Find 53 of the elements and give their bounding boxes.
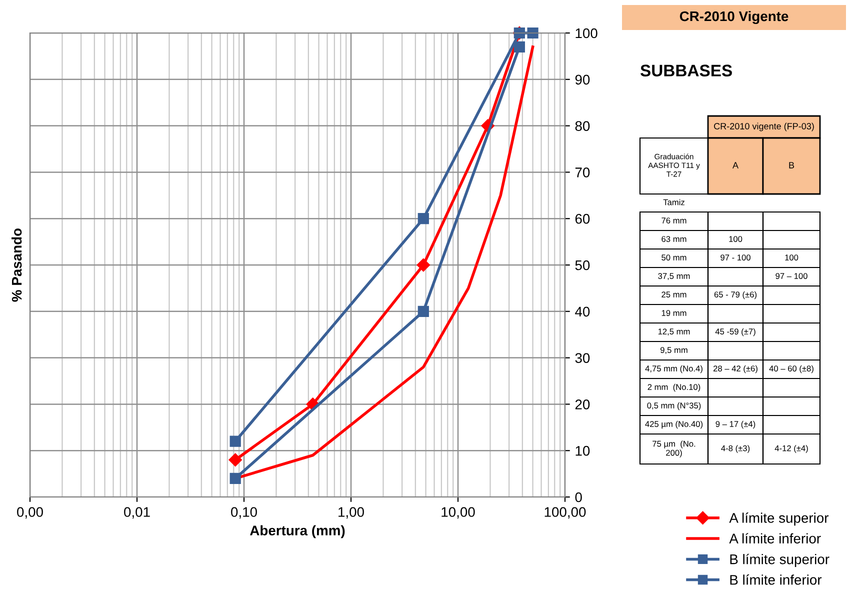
category-label: 9,5 mm bbox=[660, 347, 688, 354]
text: 4-12 (±4) bbox=[774, 445, 808, 453]
category-label: 425 µm (No.40) bbox=[645, 420, 703, 429]
text: 9 – 17 (±4) bbox=[716, 420, 756, 429]
legend-label: A límite inferior bbox=[729, 533, 821, 544]
category-label: 75 µm (No. 200) bbox=[652, 440, 696, 458]
text: 45 -59 (±7) bbox=[715, 328, 756, 336]
y-tick-label: 10 bbox=[576, 446, 590, 456]
y-tick-label: 90 bbox=[575, 74, 590, 85]
y-tick-label: 80 bbox=[575, 121, 590, 131]
category-label: 12,5 mm bbox=[658, 328, 690, 336]
y-tick-label: 0 bbox=[575, 492, 582, 502]
text: SUBBASES bbox=[640, 64, 732, 76]
category-label: 37,5 mm bbox=[658, 273, 690, 280]
x-tick-label: 0,00 bbox=[17, 507, 43, 519]
x-tick-label: 0,01 bbox=[124, 507, 150, 519]
category-label: 25 mm bbox=[662, 292, 686, 298]
legend-label: B límite inferior bbox=[730, 574, 822, 585]
y-tick-label: 30 bbox=[575, 353, 590, 363]
category-label: 2 mm (No.10) bbox=[648, 384, 700, 392]
y-tick-label: 100 bbox=[576, 28, 598, 38]
y-tick-label: 40 bbox=[575, 306, 590, 317]
category-label: A bbox=[732, 162, 738, 168]
legend-label: A límite superior bbox=[729, 512, 829, 526]
category-label: 76 mm bbox=[662, 218, 686, 224]
category-label: 63 mm bbox=[662, 236, 686, 242]
category-label: 19 mm bbox=[662, 310, 686, 316]
y-tick-label: 70 bbox=[575, 168, 590, 178]
y-tick-label: 60 bbox=[575, 214, 590, 224]
text: 28 – 42 (±6) bbox=[713, 365, 758, 374]
x-tick-label: 100,00 bbox=[544, 507, 586, 519]
text: 100 bbox=[785, 254, 798, 260]
text: Tamiz bbox=[663, 199, 684, 206]
text: 100 bbox=[729, 236, 742, 242]
text: CR-2010 Vigente bbox=[680, 10, 788, 24]
x-tick-label: 10,00 bbox=[442, 507, 475, 519]
y-tick-label: 20 bbox=[575, 400, 590, 410]
x-tick-label: 0,10 bbox=[231, 507, 257, 519]
x-tick-label: 1,00 bbox=[338, 507, 364, 519]
y-axis-title: % Pasando bbox=[11, 228, 22, 302]
text: 97 – 100 bbox=[776, 273, 808, 279]
x-axis-title: Abertura (mm) bbox=[250, 525, 345, 538]
text: 4-8 (±3) bbox=[721, 445, 750, 453]
text: 97 - 100 bbox=[720, 254, 750, 260]
text: 65 - 79 (±6) bbox=[714, 291, 756, 300]
category-label: 0,5 mm (N°35) bbox=[647, 402, 701, 410]
text: CR-2010 vigente (FP-03) bbox=[714, 122, 814, 132]
y-tick-label: 50 bbox=[575, 260, 590, 270]
text: 40 – 60 (±8) bbox=[769, 365, 814, 374]
category-label: B bbox=[789, 162, 794, 168]
legend-label: B límite superior bbox=[730, 554, 830, 567]
category-label: 50 mm bbox=[662, 254, 686, 260]
category-label: 4,75 mm (No.4) bbox=[645, 365, 702, 374]
